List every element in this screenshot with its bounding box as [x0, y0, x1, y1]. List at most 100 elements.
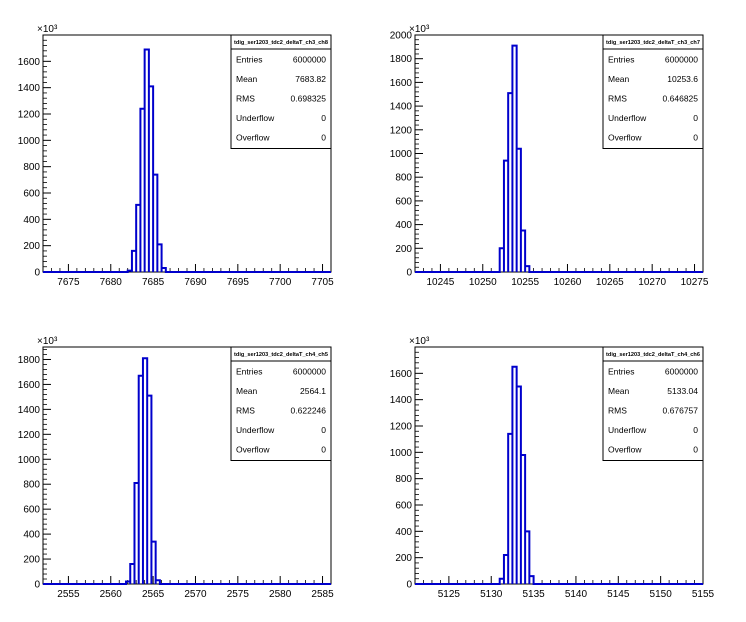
y-tick-label: 800	[395, 173, 412, 184]
x-tick-label: 2570	[184, 589, 207, 600]
histogram-panel-3: 0 200 400 600 800 1000 1200 1400 1600 1800 2555 256…	[18, 336, 334, 600]
histogram-panel-2: 0 200 400 600 800 1000 1200 1400 1600 1800 2000 102…	[390, 24, 709, 288]
y-tick-label: 2000	[390, 31, 413, 42]
histogram-bin	[525, 531, 529, 584]
y-tick-label: 1400	[390, 102, 413, 113]
stats-box: tdig_ser1203_tdc2_deltaT_ch4_ch5 Entries 6…	[230, 346, 332, 461]
histogram-bin	[504, 161, 508, 272]
x-tick-label: 7680	[100, 277, 123, 288]
x-tick-label: 5125	[438, 589, 461, 600]
x-tick-label: 10255	[511, 277, 539, 288]
histogram-bin	[132, 251, 136, 272]
histogram-panel-1: 0 200 400 600 800 1000 1200 1400 1600 7675 7680 768…	[18, 24, 334, 288]
y-tick-label: 1800	[18, 355, 41, 366]
histogram-bin	[521, 231, 525, 272]
y-tick-label: 1800	[390, 54, 413, 65]
y-multiplier-label: ×10³	[409, 24, 430, 35]
x-tick-label: 10275	[681, 277, 709, 288]
histogram-bin	[153, 175, 157, 272]
stats-value: 0.646825	[663, 94, 699, 104]
histogram-bin	[151, 542, 155, 584]
stats-value: 0	[693, 425, 698, 435]
stats-value: 6000000	[665, 55, 698, 65]
x-tick-label: 7700	[269, 277, 292, 288]
x-tick-label: 5155	[692, 589, 715, 600]
x-tick-label: 7675	[57, 277, 80, 288]
stats-label: Underflow	[608, 425, 647, 435]
stats-label: Underflow	[236, 113, 275, 123]
y-tick-label: 800	[395, 474, 412, 485]
stats-value: 0	[321, 113, 326, 123]
histogram-bin	[512, 367, 516, 584]
y-tick-label: 600	[395, 501, 412, 512]
stats-title: tdig_ser1203_tdc2_deltaT_ch3_ch7	[606, 40, 700, 46]
histogram-bin	[139, 376, 143, 584]
histogram-bin	[529, 576, 533, 584]
stats-title: tdig_ser1203_tdc2_deltaT_ch4_ch5	[234, 352, 328, 358]
stats-value: 0	[321, 445, 326, 455]
stats-box-frame	[602, 34, 704, 149]
y-multiplier-label: ×10³	[37, 24, 58, 35]
x-tick-label: 5145	[607, 589, 630, 600]
y-tick-label: 1600	[18, 57, 41, 68]
y-tick-label: 800	[23, 480, 40, 491]
stats-box: tdig_ser1203_tdc2_deltaT_ch4_ch6 Entries 6…	[602, 346, 704, 461]
stats-title: tdig_ser1203_tdc2_deltaT_ch3_ch8	[234, 40, 328, 46]
x-tick-label: 5130	[480, 589, 503, 600]
stats-value: 0	[693, 133, 698, 143]
y-tick-label: 1000	[390, 448, 413, 459]
histogram-outline	[415, 365, 703, 585]
stats-value: 0.698325	[291, 94, 327, 104]
stats-value: 0.622246	[291, 406, 327, 416]
stats-label: Overflow	[608, 445, 642, 455]
stats-label: Mean	[608, 74, 630, 84]
x-tick-label: 10270	[638, 277, 666, 288]
x-tick-label: 2580	[269, 589, 292, 600]
histogram-bin	[128, 271, 132, 272]
stats-value: 0	[321, 425, 326, 435]
stats-label: Underflow	[608, 113, 647, 123]
stats-box-frame	[602, 346, 704, 461]
stats-value: 6000000	[293, 367, 326, 377]
x-tick-label: 2555	[57, 589, 80, 600]
histogram-outline	[43, 48, 331, 273]
stats-value: 0	[321, 133, 326, 143]
histogram-bin	[143, 358, 147, 584]
histogram-bin	[504, 555, 508, 584]
stats-label: Overflow	[608, 133, 642, 143]
x-tick-label: 5140	[565, 589, 588, 600]
y-tick-label: 200	[23, 241, 40, 252]
stats-value: 2564.1	[300, 386, 326, 396]
x-tick-label: 2565	[142, 589, 165, 600]
x-tick-label: 7685	[142, 277, 165, 288]
histogram-bin	[140, 109, 144, 272]
histogram-bin	[157, 244, 161, 272]
stats-label: Mean	[236, 74, 258, 84]
y-tick-label: 1400	[18, 83, 41, 94]
y-tick-label: 0	[406, 268, 412, 279]
y-tick-label: 0	[34, 268, 40, 279]
stats-box-frame	[230, 34, 332, 149]
y-tick-label: 1400	[18, 405, 41, 416]
y-tick-label: 200	[23, 555, 40, 566]
y-tick-label: 600	[23, 505, 40, 516]
y-tick-label: 400	[395, 220, 412, 231]
histogram-bin	[156, 580, 160, 584]
x-tick-label: 10245	[427, 277, 455, 288]
histogram-bin	[130, 564, 134, 584]
y-tick-label: 1200	[390, 422, 413, 433]
stats-label: Entries	[236, 55, 262, 65]
histogram-bin	[149, 86, 153, 272]
y-tick-label: 1000	[390, 149, 413, 160]
x-tick-label: 10250	[469, 277, 497, 288]
x-tick-label: 2585	[311, 589, 334, 600]
x-tick-label: 10265	[596, 277, 624, 288]
y-tick-label: 1600	[390, 78, 413, 89]
histogram-bin	[145, 49, 149, 272]
y-tick-label: 600	[395, 196, 412, 207]
y-tick-label: 1200	[18, 430, 41, 441]
stats-value: 0	[693, 113, 698, 123]
y-tick-label: 200	[395, 553, 412, 564]
histogram-bin	[508, 434, 512, 584]
x-tick-label: 7690	[184, 277, 207, 288]
